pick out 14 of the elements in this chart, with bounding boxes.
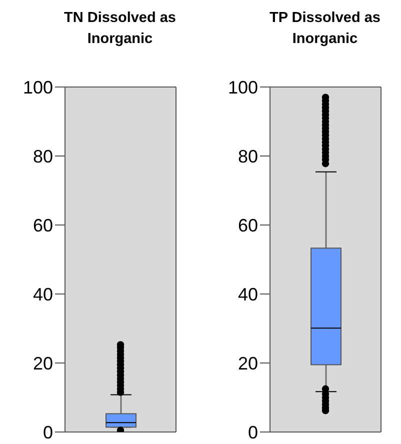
- y-tick-label: 100: [22, 77, 53, 98]
- y-tick-label: 100: [228, 77, 258, 98]
- y-tick-label: 80: [238, 146, 258, 166]
- y-tick-label: 60: [238, 215, 258, 236]
- y-tick-label: 0: [248, 422, 258, 442]
- y-tick-label: 20: [238, 353, 258, 374]
- y-tick-label: 0: [42, 422, 53, 442]
- chart-title: TP Dissolved as Inorganic: [268, 9, 382, 49]
- chart-title: TN Dissolved as Inorganic: [62, 9, 177, 49]
- y-tick-label: 40: [238, 284, 258, 304]
- y-tick-label: 20: [32, 353, 53, 374]
- y-tick-label: 80: [32, 146, 53, 166]
- y-tick-label: 60: [32, 215, 53, 236]
- y-tick-label: 40: [32, 284, 53, 304]
